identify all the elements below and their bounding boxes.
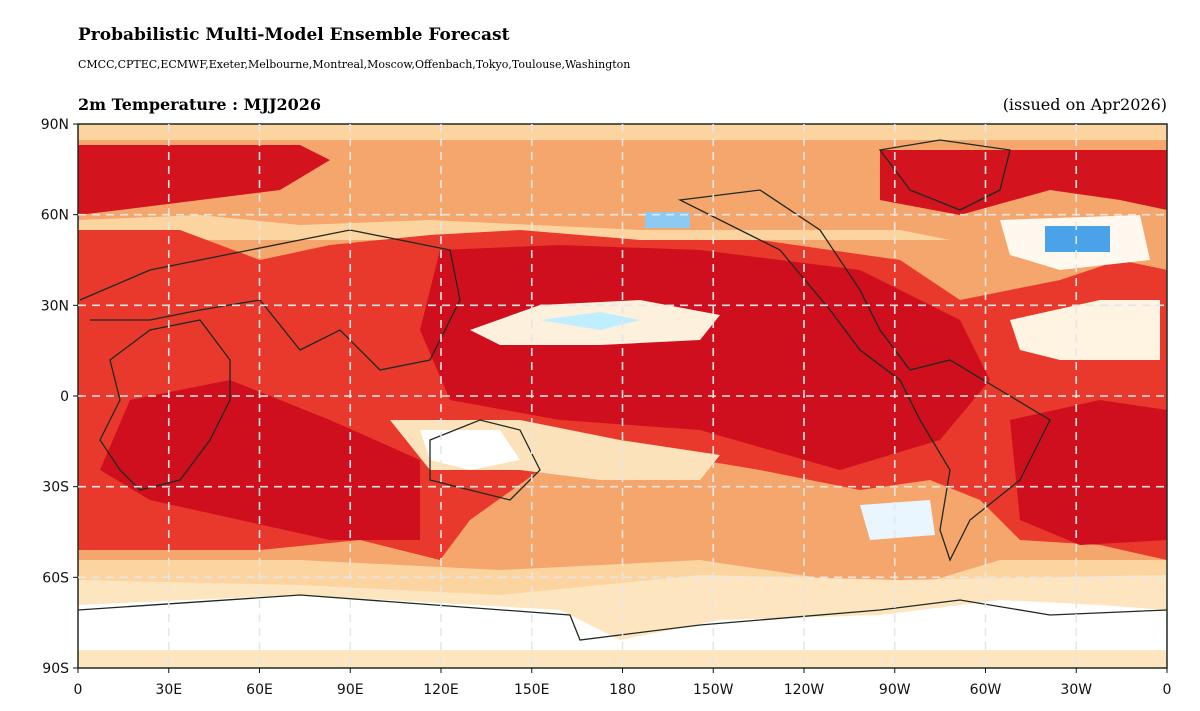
lon-label: 30W	[1060, 682, 1092, 698]
light-blue-area	[540, 312, 640, 330]
coastline	[677, 189, 1051, 562]
blue-area	[1045, 226, 1110, 252]
lat-label: 60N	[41, 208, 69, 224]
models: CMCC,CPTEC,ECMWF,Exeter,Melbourne,Montre…	[78, 58, 630, 71]
red-area	[880, 150, 1167, 215]
lon-label: 0	[1163, 682, 1172, 698]
red-area	[78, 145, 330, 215]
blue-area	[645, 212, 690, 228]
antarctica-white	[78, 595, 1167, 650]
issued: (issued on Apr2026)	[1003, 95, 1167, 114]
coastline	[878, 139, 1011, 211]
lon-label: 180	[609, 682, 636, 698]
lon-label: 120E	[423, 682, 459, 698]
deep-red-area	[1010, 400, 1167, 545]
lon-label: 120W	[784, 682, 825, 698]
white-area	[420, 430, 520, 470]
lat-label: 0	[60, 389, 69, 405]
lon-label: 0	[74, 682, 83, 698]
lon-label: 60W	[970, 682, 1002, 698]
lon-label: 90E	[337, 682, 364, 698]
deep-red-area	[420, 245, 990, 470]
lon-label: 150E	[514, 682, 550, 698]
title: Probabilistic Multi-Model Ensemble Forec…	[78, 25, 510, 45]
pale-area	[1010, 300, 1160, 360]
lat-label: 90N	[41, 117, 69, 133]
coastline	[78, 594, 1167, 641]
lat-label: 30S	[42, 480, 69, 496]
lon-label: 150W	[693, 682, 734, 698]
lat-label: 90S	[42, 661, 69, 677]
coastline	[429, 419, 541, 501]
lat-label: 60S	[42, 570, 69, 586]
lon-label: 90W	[879, 682, 911, 698]
pale-blue-area	[860, 500, 935, 540]
lat-label: 30N	[41, 298, 69, 314]
panel-title: 2m Temperature : MJJ2026	[78, 95, 321, 114]
lon-label: 60E	[246, 682, 273, 698]
lon-label: 30E	[155, 682, 182, 698]
coastline	[79, 229, 461, 371]
